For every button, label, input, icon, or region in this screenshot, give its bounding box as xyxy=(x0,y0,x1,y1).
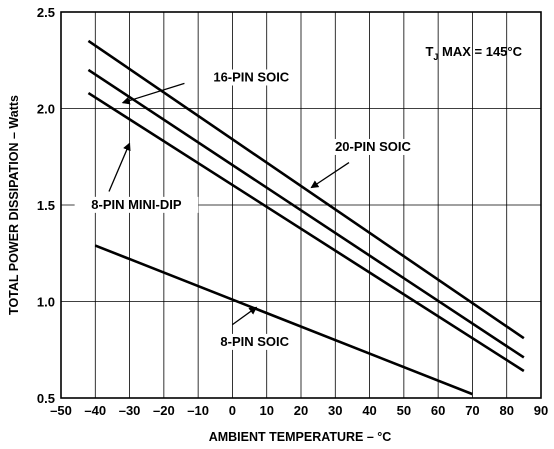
x-tick-label: –40 xyxy=(84,403,106,418)
callout-arrow-8-pin-soic xyxy=(232,306,258,326)
callout-label-bg xyxy=(74,196,199,213)
x-tick-label: 20 xyxy=(294,403,308,418)
callout-label-20-pin-soic: 20-PIN SOIC xyxy=(335,139,411,154)
x-tick-label: 10 xyxy=(259,403,273,418)
x-tick-label: 30 xyxy=(328,403,342,418)
series-line-16-pin-soic xyxy=(87,39,525,340)
x-tick-label: –10 xyxy=(187,403,209,418)
x-axis-title: AMBIENT TEMPERATURE – °C xyxy=(209,430,392,444)
x-tick-label: 90 xyxy=(534,403,548,418)
y-tick-label: 1.5 xyxy=(37,198,55,213)
callout-arrow-16-pin-soic xyxy=(121,82,185,105)
tj-max-annotation: TJ MAX = 145°C xyxy=(425,44,522,62)
plot-frame xyxy=(60,11,542,399)
callout-label-bg xyxy=(323,138,423,155)
x-tick-label: 70 xyxy=(465,403,479,418)
tick-labels: –50 –40 –30 –20 –10 0 10 20 30 40 50 60 70 80 90 0.5 1.0… xyxy=(37,5,548,418)
callout-label-bg xyxy=(209,333,300,350)
callout-arrow-8-pin-mini-dip xyxy=(108,142,131,192)
callouts: 16-PIN SOIC 20-PIN SOIC 8-PIN MINI-DIP 8-PI… xyxy=(74,69,423,350)
series-line-8-pin-mini-dip xyxy=(87,91,525,373)
callout-arrow-20-pin-soic xyxy=(310,161,350,189)
plot-border xyxy=(60,11,542,399)
x-tick-label: 50 xyxy=(397,403,411,418)
y-axis-title: TOTAL POWER DISSIPATION – Watts xyxy=(7,95,21,315)
x-tick-label: –50 xyxy=(50,403,72,418)
callout-label-16-pin-soic: 16-PIN SOIC xyxy=(213,69,289,84)
series-lines xyxy=(87,39,525,396)
x-tick-label: 0 xyxy=(229,403,236,418)
callout-label-bg xyxy=(202,69,301,86)
y-tick-label: 0.5 xyxy=(37,391,55,406)
x-tick-label: –20 xyxy=(153,403,175,418)
series-line-20-pin-soic xyxy=(87,68,525,359)
x-tick-label: –30 xyxy=(119,403,141,418)
callout-label-8-pin-soic: 8-PIN SOIC xyxy=(220,334,289,349)
y-tick-label: 2.5 xyxy=(37,5,55,20)
x-tick-label: 80 xyxy=(499,403,513,418)
series-line-8-pin-soic xyxy=(94,244,473,396)
x-tick-label: 40 xyxy=(362,403,376,418)
y-tick-label: 2.0 xyxy=(37,102,55,117)
callout-label-8-pin-mini-dip: 8-PIN MINI-DIP xyxy=(91,197,182,212)
x-tick-label: 60 xyxy=(431,403,445,418)
y-tick-label: 1.0 xyxy=(37,295,55,310)
